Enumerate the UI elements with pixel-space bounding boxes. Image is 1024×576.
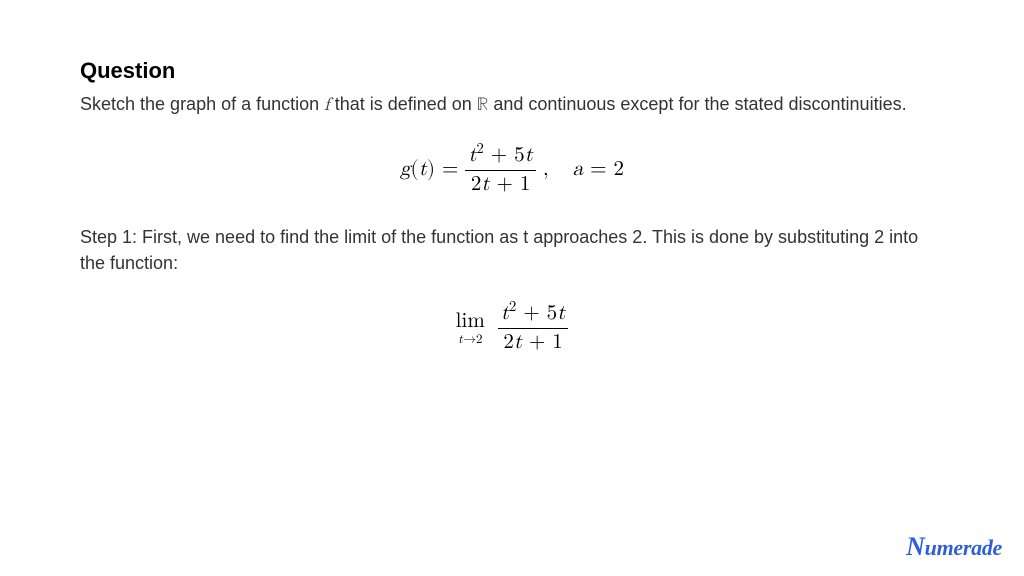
formula-g-of-t: g(t) = t2 + 5t 2t + 1 ,a = 2: [80, 144, 944, 197]
num2-plus5: + 5: [516, 303, 557, 324]
logo-leading-n: N: [906, 532, 924, 561]
num-exp: 2: [477, 141, 484, 156]
num2-t2: t: [557, 303, 565, 324]
lim-sub: t→2: [456, 333, 485, 346]
limit-operator: lim t→2: [456, 311, 485, 346]
den-plus1: + 1: [490, 174, 531, 195]
intro-text-1: Sketch the graph of a function: [80, 94, 324, 114]
num-t2: t: [525, 145, 533, 166]
a-var: a: [573, 159, 584, 180]
formula-limit: lim t→2 t2 + 5t 2t + 1: [80, 302, 944, 355]
fraction-2-den: 2t + 1: [498, 329, 569, 355]
intro-real-symbol: ℝ: [477, 96, 489, 114]
lhs-close-eq: ) =: [427, 159, 465, 180]
den2-t: t: [514, 332, 522, 353]
intro-text-2: that is defined on: [330, 94, 477, 114]
lhs-open-paren: (: [411, 159, 419, 180]
formula-comma: ,: [536, 159, 549, 180]
lhs-g: g: [400, 159, 411, 180]
step-1-text: Step 1: First, we need to find the limit…: [80, 225, 944, 275]
den-t: t: [481, 174, 489, 195]
fraction-1: t2 + 5t 2t + 1: [465, 144, 536, 197]
num-t1: t: [468, 145, 476, 166]
a-eq-2: = 2: [583, 159, 624, 180]
lhs-t: t: [419, 159, 427, 180]
question-intro: Sketch the graph of a function f that is…: [80, 92, 944, 118]
fraction-1-num: t2 + 5t: [465, 144, 536, 171]
logo-rest: umerade: [925, 535, 1002, 560]
fraction-2-num: t2 + 5t: [498, 302, 569, 329]
den2-plus1: + 1: [522, 332, 563, 353]
fraction-2: t2 + 5t 2t + 1: [498, 302, 569, 355]
den-2: 2: [471, 174, 482, 195]
den2-2: 2: [503, 332, 514, 353]
question-heading: Question: [80, 58, 944, 84]
fraction-1-den: 2t + 1: [465, 171, 536, 197]
intro-text-3: and continuous except for the stated dis…: [488, 94, 906, 114]
lim-arrow-2: →2: [463, 333, 483, 346]
num2-t1: t: [501, 303, 509, 324]
lim-word: lim: [456, 311, 485, 332]
num-plus5: + 5: [484, 145, 525, 166]
numerade-logo: Numerade: [906, 532, 1002, 562]
